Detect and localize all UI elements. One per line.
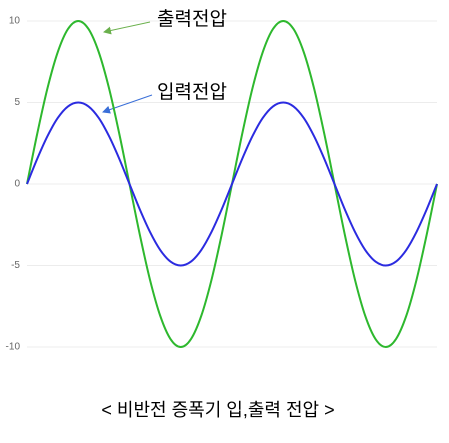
- line-series: [26, 101, 438, 267]
- annotation-arrow: [103, 21, 151, 35]
- y-tick-label: -10: [6, 342, 21, 353]
- y-tick-label: 0: [14, 179, 20, 190]
- y-tick-label: 5: [14, 97, 20, 108]
- y-tick-label: 10: [9, 16, 21, 27]
- annotation-arrow: [102, 94, 153, 114]
- y-tick-label: -5: [11, 260, 20, 271]
- caption: < 비반전 증폭기 입,출력 전압 >: [101, 400, 334, 420]
- annotation: 입력전압: [157, 81, 227, 103]
- annotation: 출력전압: [157, 8, 227, 30]
